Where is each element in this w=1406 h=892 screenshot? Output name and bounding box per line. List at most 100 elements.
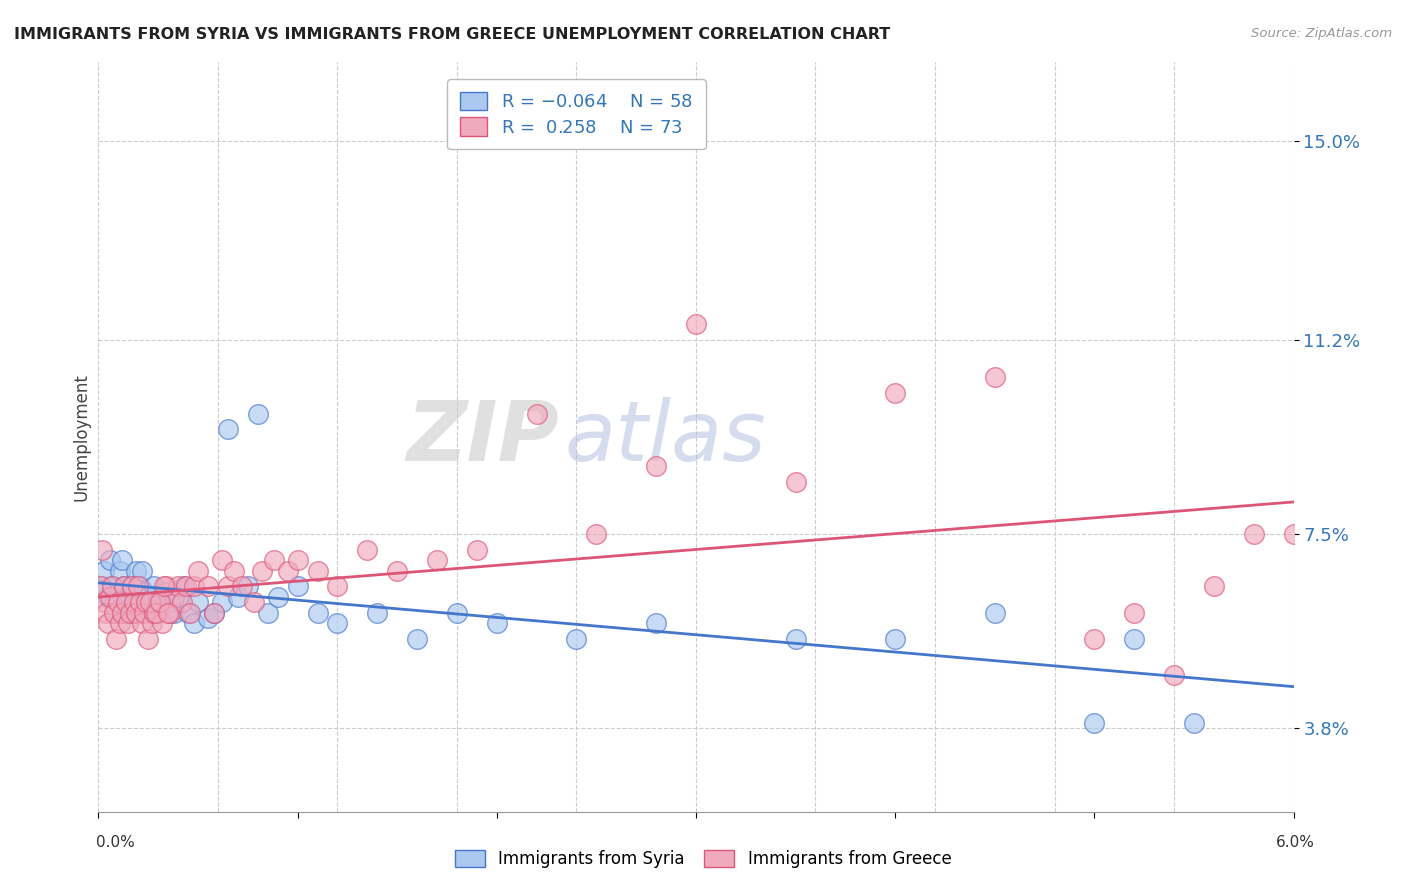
Point [143,579,166,593]
Point [103,606,125,620]
Point [465,542,488,557]
Point [231,579,253,593]
Point [129,579,152,593]
Point [125,564,148,578]
Point [406,632,429,646]
Point [101,579,124,593]
Point [124,606,146,620]
Legend: Immigrants from Syria, Immigrants from Greece: Immigrants from Syria, Immigrants from G… [449,843,957,875]
Point [107,584,129,599]
Point [326,579,349,593]
Point [287,553,309,567]
Point [884,385,907,400]
Point [1163,668,1185,682]
Point [307,564,329,578]
Point [105,606,128,620]
Point [143,606,166,620]
Point [226,590,249,604]
Point [426,553,449,567]
Point [1202,579,1225,593]
Point [385,564,409,578]
Point [884,632,907,646]
Point [256,606,278,620]
Point [645,458,668,473]
Point [98,590,122,604]
Point [174,579,197,593]
Point [157,606,180,620]
Point [173,579,195,593]
Point [110,616,132,631]
Point [105,632,128,646]
Point [134,606,156,620]
Point [202,606,225,620]
Point [183,616,205,631]
Point [141,606,163,620]
Point [120,606,142,620]
Point [131,616,153,631]
Point [167,579,190,593]
Point [267,590,290,604]
Point [124,595,146,609]
Point [136,632,159,646]
Point [287,579,309,593]
Point [150,616,173,631]
Point [222,564,245,578]
Point [148,595,170,609]
Point [96,606,118,620]
Point [155,579,177,593]
Point [167,590,190,604]
Text: 0.0%: 0.0% [96,836,135,850]
Text: Source: ZipAtlas.com: Source: ZipAtlas.com [1251,27,1392,40]
Point [645,616,668,631]
Point [187,564,209,578]
Point [159,606,181,620]
Point [217,579,239,593]
Point [785,632,807,646]
Point [135,595,157,609]
Point [1182,715,1205,730]
Point [115,595,138,609]
Point [1083,632,1105,646]
Point [97,590,120,604]
Point [485,616,508,631]
Point [1282,527,1305,541]
Point [153,579,176,593]
Point [326,616,349,631]
Point [127,579,149,593]
Point [131,564,153,578]
Point [145,606,167,620]
Legend: R = $\mathdefault{-0.064}$    N = $\mathdefault{58}$, R =  $\mathdefault{0.258}$: R = $\mathdefault{-0.064}$ N = $\mathdef… [447,79,706,149]
Point [236,579,259,593]
Point [91,579,114,593]
Point [1243,527,1265,541]
Point [202,606,225,620]
Point [91,542,114,557]
Point [159,595,181,609]
Point [163,590,186,604]
Point [685,318,707,332]
Point [211,553,233,567]
Point [155,584,177,599]
Point [179,606,201,620]
Point [1123,606,1146,620]
Point [117,616,139,631]
Point [141,616,163,631]
Point [565,632,588,646]
Point [446,606,468,620]
Point [93,564,115,578]
Point [217,422,239,436]
Point [366,606,388,620]
Point [111,606,134,620]
Point [585,527,607,541]
Point [103,595,125,609]
Point [211,595,233,609]
Point [121,579,143,593]
Point [1083,715,1105,730]
Point [127,590,149,604]
Point [250,564,273,578]
Point [101,579,124,593]
Text: 6.0%: 6.0% [1275,836,1315,850]
Point [187,595,209,609]
Point [785,475,807,489]
Point [197,611,219,625]
